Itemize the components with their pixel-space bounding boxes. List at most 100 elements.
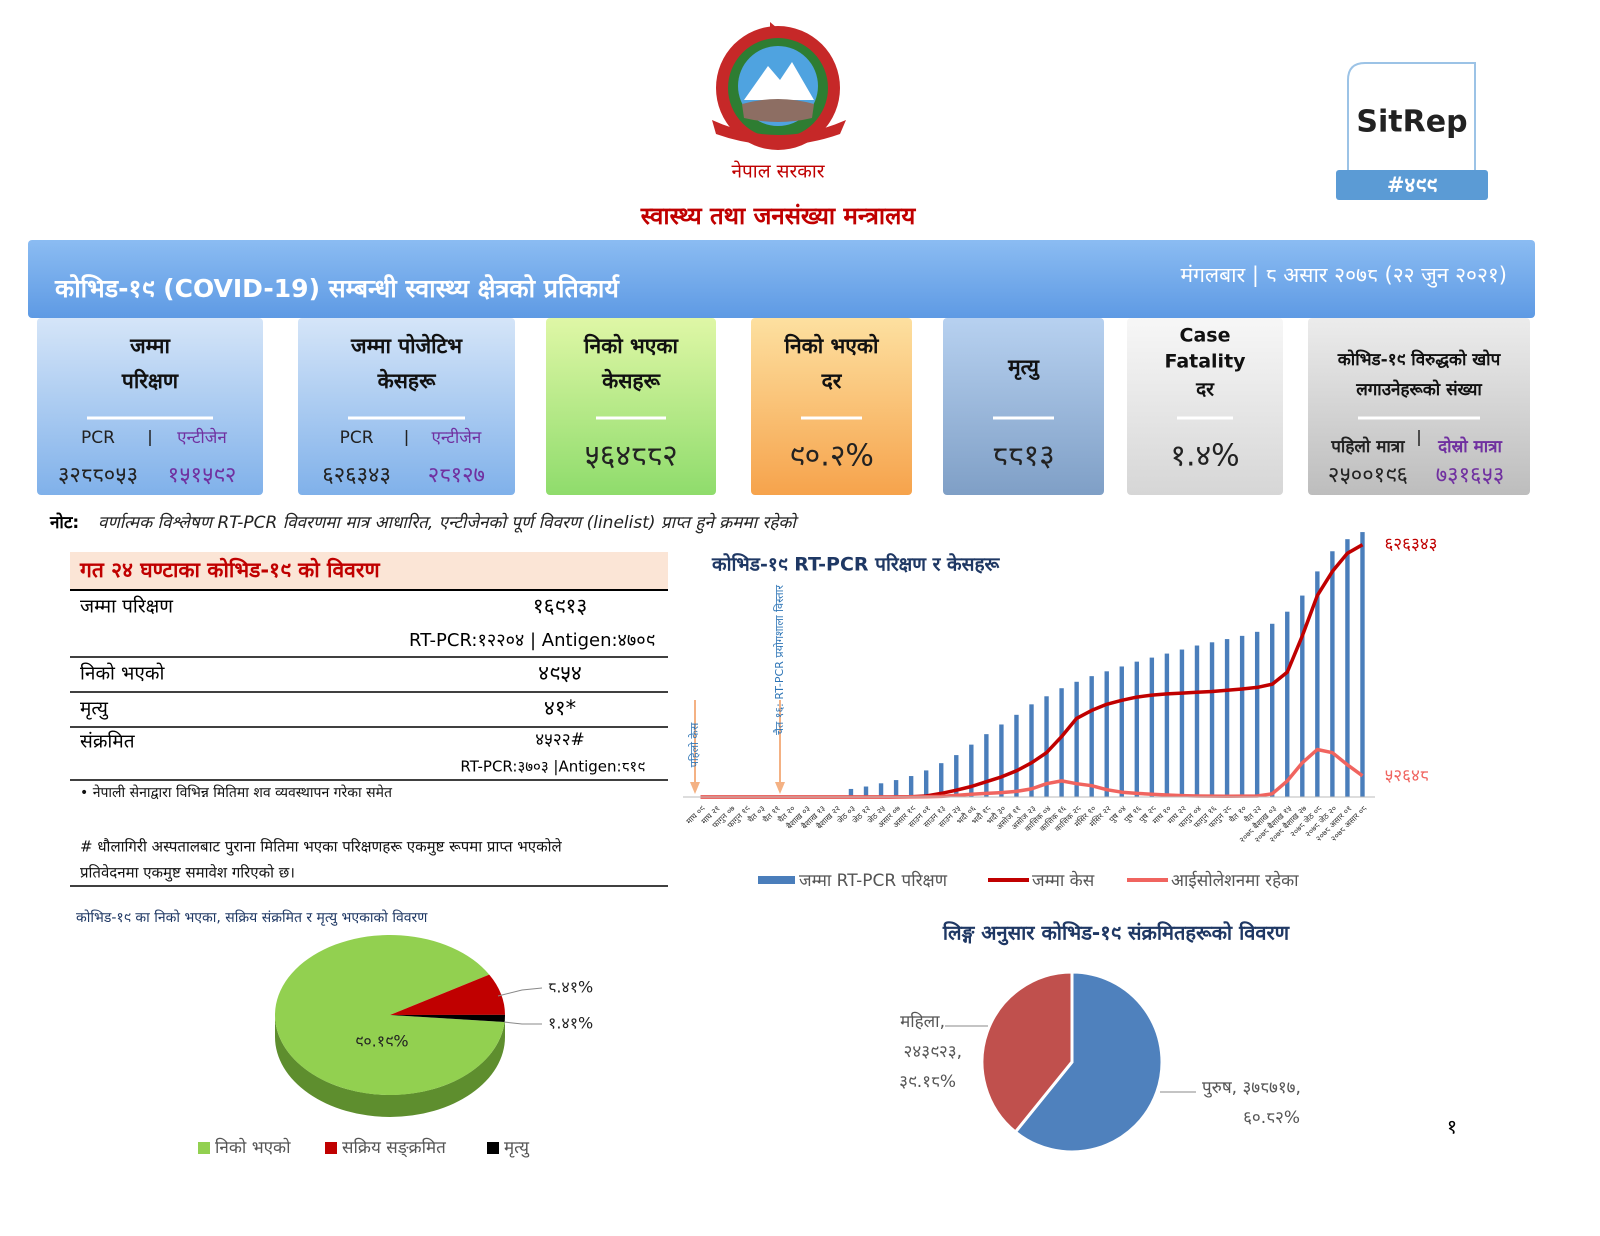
bar: [1149, 657, 1155, 797]
bar: [1089, 676, 1094, 797]
bar: [863, 786, 869, 797]
card-title: कोभिड-१९ विरुद्धको खोप: [1337, 349, 1502, 370]
government-name: नेपाल सरकार: [731, 160, 825, 183]
stat-card: [1127, 318, 1283, 495]
data-label: महिला,: [900, 1011, 945, 1032]
bar: [1014, 714, 1019, 797]
sitrep-bar: [1336, 170, 1488, 200]
legend-swatch: [758, 876, 795, 884]
annotation: पहिलो केस: [688, 722, 701, 767]
bar: [969, 744, 974, 797]
footnote: • नेपाली सेनाद्वारा विभिन्न मितिमा शव व्…: [80, 784, 393, 801]
stat-card: [298, 318, 515, 495]
bar: [1330, 551, 1335, 797]
bar: [1179, 649, 1185, 797]
table-title: गत २४ घण्टाका कोभिड-१९ को विवरण: [79, 557, 380, 582]
row-detail: RT-PCR:१२२०४ | Antigen:४७०९: [409, 630, 655, 651]
pie-slice: [980, 970, 1074, 1135]
row-value: ४५२२#: [535, 730, 585, 750]
chart-title: लिङ्ग अनुसार कोभिड-१९ संक्रमितहरूको विवर…: [942, 921, 1291, 946]
legend-label: आईसोलेशनमा रहेका: [1171, 870, 1299, 891]
pie-slice: [1013, 970, 1164, 1154]
stat-card: [1308, 318, 1530, 495]
bar: [1360, 532, 1365, 797]
table-title-bg: [70, 552, 668, 590]
legend-label: सक्रिय सङ्क्रमित: [342, 1137, 446, 1158]
card-value: १५१५९२: [168, 463, 237, 488]
card-title: केसहरू: [377, 368, 437, 393]
card-title: परिक्षण: [121, 368, 179, 393]
card-title: जम्मा: [129, 334, 171, 358]
bar: [1119, 666, 1124, 797]
card-title: मृत्यु: [1007, 355, 1040, 381]
data-label: १.४१%: [548, 1014, 593, 1033]
sitrep-number: #४९९: [1387, 173, 1437, 197]
sitrep-box: [1347, 62, 1476, 170]
card-title: केसहरू: [601, 368, 661, 393]
data-label: २४३९२३,: [904, 1042, 962, 1062]
row-value: १६९१३: [533, 594, 588, 618]
annotation-arrowhead: [690, 782, 700, 794]
bar: [893, 780, 899, 797]
bar: [1209, 642, 1215, 797]
row-value: ४१*: [544, 696, 576, 720]
bar: [1044, 696, 1049, 797]
pie-slice: [390, 1014, 505, 1022]
leader-line: [497, 987, 543, 997]
legend-swatch: [198, 1142, 210, 1154]
emblem: [712, 22, 846, 150]
card-sub-label: दोस्रो मात्रा: [1437, 436, 1502, 457]
bar: [939, 763, 944, 797]
card-title: निको भएका: [583, 333, 679, 358]
bar: [954, 755, 959, 797]
bar: [878, 783, 884, 797]
data-label: ३९.१८%: [899, 1072, 956, 1092]
legend-label: जम्मा केस: [1032, 870, 1095, 891]
stat-card: [943, 318, 1104, 495]
card-value: ९०.२%: [789, 439, 874, 474]
card-title: Fatality: [1164, 351, 1246, 373]
footnote: प्रतिवेदनमा एकमुष्ट समावेश गरिएको छ।: [80, 864, 295, 883]
end-label: ६२६३४३: [1384, 535, 1437, 555]
bar: [1345, 539, 1350, 797]
end-label: ५२६४८: [1384, 766, 1428, 786]
bar: [848, 788, 854, 797]
card-title: दर: [821, 369, 843, 393]
card-sub-label: पहिलो मात्रा: [1330, 436, 1405, 457]
bar: [1300, 595, 1305, 797]
bar: [1254, 631, 1260, 797]
row-label: संक्रमित: [80, 730, 136, 753]
bar: [1059, 688, 1064, 797]
card-value: २८१२७: [428, 463, 485, 488]
card-title: दर: [1195, 379, 1215, 401]
bar: [923, 770, 929, 797]
legend-label: जम्मा RT-PCR परिक्षण: [799, 870, 948, 891]
pie-slice: [275, 935, 505, 1095]
banner-title: कोभिड-१९ (COVID-19) सम्बन्धी स्वास्थ्य क…: [54, 274, 620, 303]
annotation: चैत १६: RT-PCR प्रयोगशाला विस्तार: [773, 584, 786, 735]
bar: [1285, 611, 1290, 797]
bar: [1224, 639, 1230, 797]
legend-label: निको भएको: [215, 1137, 291, 1158]
pie-depth: [275, 1015, 505, 1117]
card-value: ६२६३४३: [322, 463, 391, 488]
leader-line: [503, 1021, 542, 1025]
sitrep-label: SitRep: [1356, 105, 1467, 140]
bar: [1104, 671, 1109, 797]
data-label: पुरुष, ३७८७१७,: [1202, 1078, 1301, 1098]
card-title: Case: [1180, 325, 1231, 347]
row-label: निको भएको: [80, 662, 165, 685]
row-label: जम्मा परिक्षण: [80, 595, 173, 618]
annotation-arrowhead: [775, 782, 785, 794]
pie-slice: [390, 974, 505, 1015]
bar: [908, 776, 914, 797]
card-value: ८८१३: [992, 439, 1054, 474]
footnote: # धौलागिरी अस्पतालबाट पुराना मितिमा भएका…: [80, 838, 563, 857]
row-detail: RT-PCR:३७०३ |Antigen:८१९: [460, 758, 645, 776]
bar: [999, 724, 1004, 797]
card-value: ५६४८८२: [584, 439, 678, 474]
data-label: ९०.१९%: [355, 1032, 409, 1051]
bar: [984, 734, 989, 797]
